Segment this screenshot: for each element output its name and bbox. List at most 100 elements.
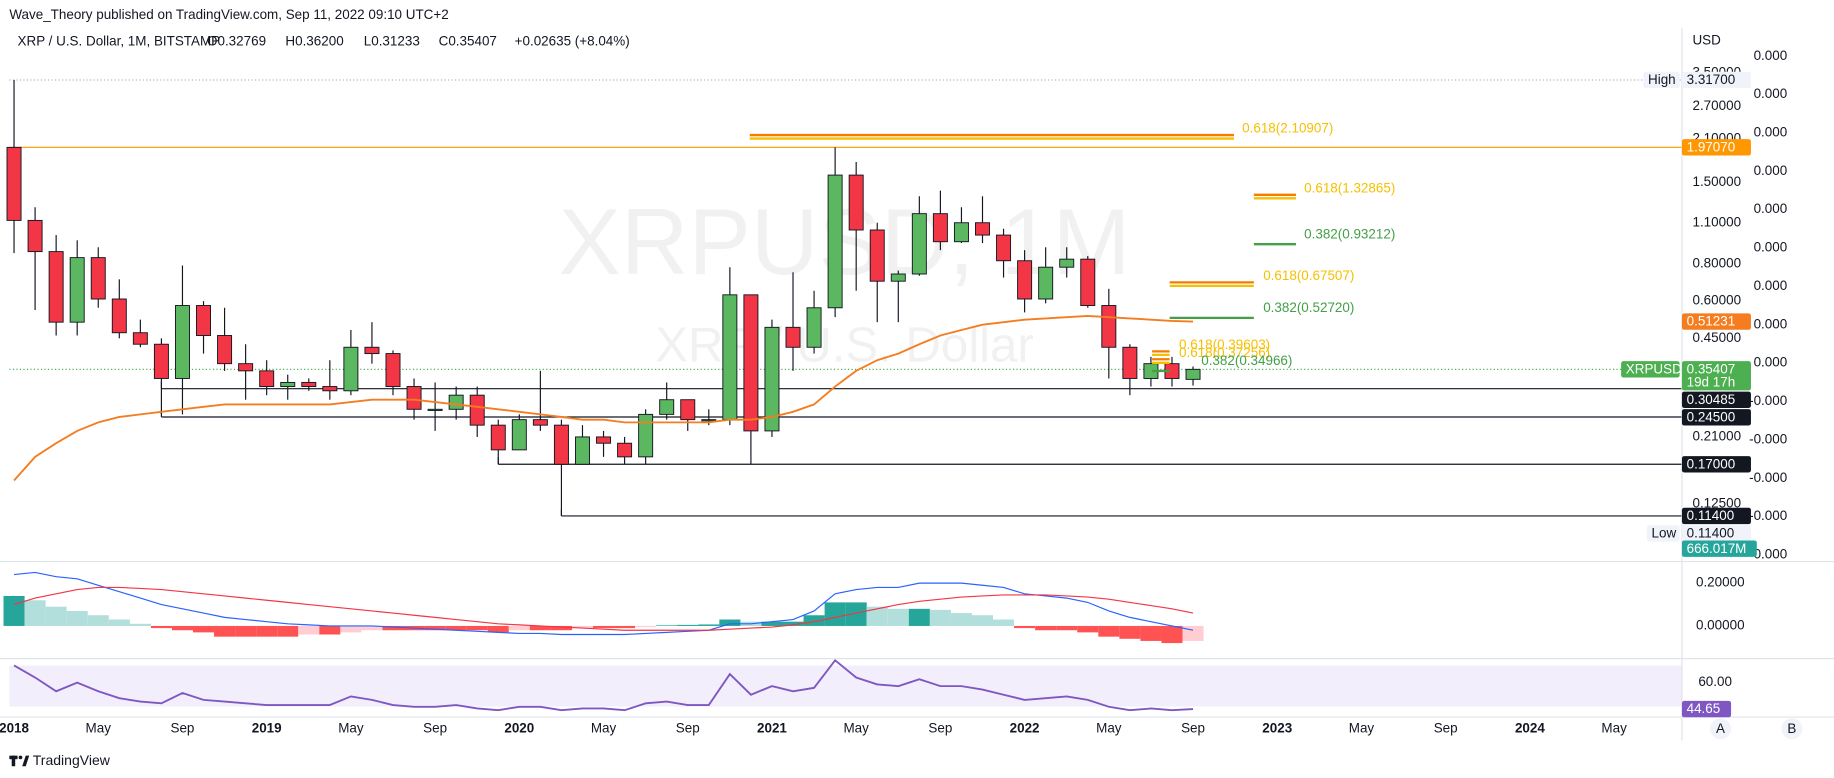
signal-line: [13, 586, 1194, 631]
macd-histogram-bar: [1161, 625, 1183, 644]
candle-body: [869, 229, 885, 282]
x-tick-label: May: [1096, 720, 1122, 735]
x-tick-label: Sep: [423, 720, 447, 735]
macd-histogram-bar: [971, 615, 994, 626]
ema-line: [13, 315, 1194, 482]
candle-body: [448, 394, 464, 410]
header-background: [0, 0, 1685, 29]
symbol-name-box: [1621, 361, 1680, 378]
macd-histogram-bar: [635, 625, 657, 628]
fib-label: 0.618(0.37256): [1179, 345, 1270, 360]
scale2-label: 0.000: [1754, 125, 1788, 140]
currency: USD: [1692, 33, 1721, 48]
volume-value-box: [1681, 540, 1757, 557]
countdown-box: [1681, 374, 1751, 391]
candle-body: [511, 419, 527, 451]
candle-body: [238, 363, 254, 372]
candle-body: [975, 222, 990, 236]
x-tick-label: Sep: [1181, 720, 1205, 735]
macd-histogram-bar: [3, 595, 25, 626]
macd-histogram-bar: [719, 619, 741, 626]
scale-button[interactable]: [1710, 718, 1732, 740]
candle-body: [385, 353, 401, 388]
scale2-label: -0.000: [1749, 431, 1787, 446]
macd-histogram-bar: [782, 621, 804, 626]
candle-body: [743, 294, 759, 432]
level-value-text: 0.17000: [1687, 456, 1736, 471]
macd-histogram-bar: [993, 619, 1015, 626]
candle-body: [890, 273, 906, 282]
macd-histogram-bar: [319, 625, 341, 635]
level-value-text: 0.11400: [1687, 508, 1735, 523]
candle-body: [1017, 260, 1033, 300]
x-tick-label: 2021: [757, 720, 787, 735]
macd-histogram-bar: [614, 625, 636, 629]
macd-histogram-bar: [277, 625, 299, 637]
y-tick-label: 0.20000: [1696, 575, 1745, 590]
x-tick-label: May: [1349, 720, 1375, 735]
macd-histogram-bar: [1014, 625, 1036, 629]
macd-histogram-bar: [1119, 625, 1141, 639]
macd-histogram-bar: [340, 625, 362, 633]
x-tick-label: Sep: [1434, 720, 1458, 735]
macd-histogram-bar: [593, 625, 615, 629]
scale-button[interactable]: [1781, 718, 1803, 740]
candle-body: [1185, 368, 1201, 380]
scale2-label: -0.000: [1749, 470, 1787, 485]
macd-histogram-bar: [677, 624, 699, 626]
scale2-label: 0.000: [1754, 355, 1788, 370]
candle-body: [174, 305, 190, 379]
candle-body: [827, 174, 843, 309]
macd-histogram-bar: [66, 610, 88, 626]
plot-layer: 0.618(2.10907) 0.618(1.32865) 0.382(0.9321…: [3, 79, 1682, 712]
y-tick-label: 0.00000: [1696, 617, 1745, 632]
macd-histogram-bar: [529, 625, 551, 631]
y-tick-label: 1.50000: [1692, 174, 1741, 189]
level-value-box: [1681, 507, 1751, 525]
candle-body: [574, 436, 590, 465]
x-tick-label: Sep: [676, 720, 700, 735]
fib-label: 0.618(2.10907): [1242, 121, 1333, 136]
fib-label: 0.618(0.39603): [1179, 337, 1270, 352]
candle-body: [427, 408, 443, 411]
candle-body: [406, 386, 422, 410]
candle-body: [701, 419, 717, 422]
y-tick-label: 0.60000: [1692, 293, 1741, 308]
macd-histogram-bar: [571, 625, 594, 629]
level-value-text: 0.30485: [1687, 392, 1736, 407]
candle-body: [1122, 346, 1138, 379]
low-name-text: Low: [1652, 526, 1677, 541]
candle-body: [596, 436, 612, 444]
y-tick-label: 60.00: [1698, 674, 1732, 689]
ohlc-value: C0.35407: [439, 34, 497, 49]
candle-body: [848, 174, 864, 231]
rsi-band: [9, 665, 1682, 707]
scale2-label: -0.000: [1749, 547, 1787, 562]
macd-histogram-bar: [550, 625, 572, 631]
macd-histogram-bar: [1056, 625, 1078, 631]
last-price-text: 0.35407: [1687, 361, 1736, 376]
macd-histogram-bar: [87, 615, 109, 626]
macd-histogram-bar: [866, 606, 888, 626]
candle-body: [638, 413, 654, 458]
scale-button-label: B: [1787, 721, 1796, 736]
candle-body: [553, 424, 569, 465]
candle-body: [911, 213, 927, 275]
macd-histogram-bar: [129, 623, 151, 626]
y-tick-label: 2.70000: [1692, 98, 1741, 113]
high-name-text: High: [1648, 72, 1676, 87]
rsi-value-text: 44.65: [1687, 701, 1721, 716]
macd-histogram-bar: [487, 625, 509, 633]
y-tick-label: 0.21000: [1692, 428, 1741, 443]
candle-body: [953, 222, 969, 243]
candle-body: [996, 234, 1012, 262]
scale-button-label: A: [1716, 721, 1725, 736]
scale2-label: 0.000: [1754, 163, 1788, 178]
macd-histogram-bar: [298, 625, 320, 635]
x-tick-label: 2024: [1515, 720, 1545, 735]
y-tick-label: 0.12500: [1692, 496, 1741, 511]
y-tick-label: 0.80000: [1692, 255, 1741, 270]
x-tick-label: May: [1601, 720, 1627, 735]
macd-histogram-bar: [1140, 625, 1162, 641]
